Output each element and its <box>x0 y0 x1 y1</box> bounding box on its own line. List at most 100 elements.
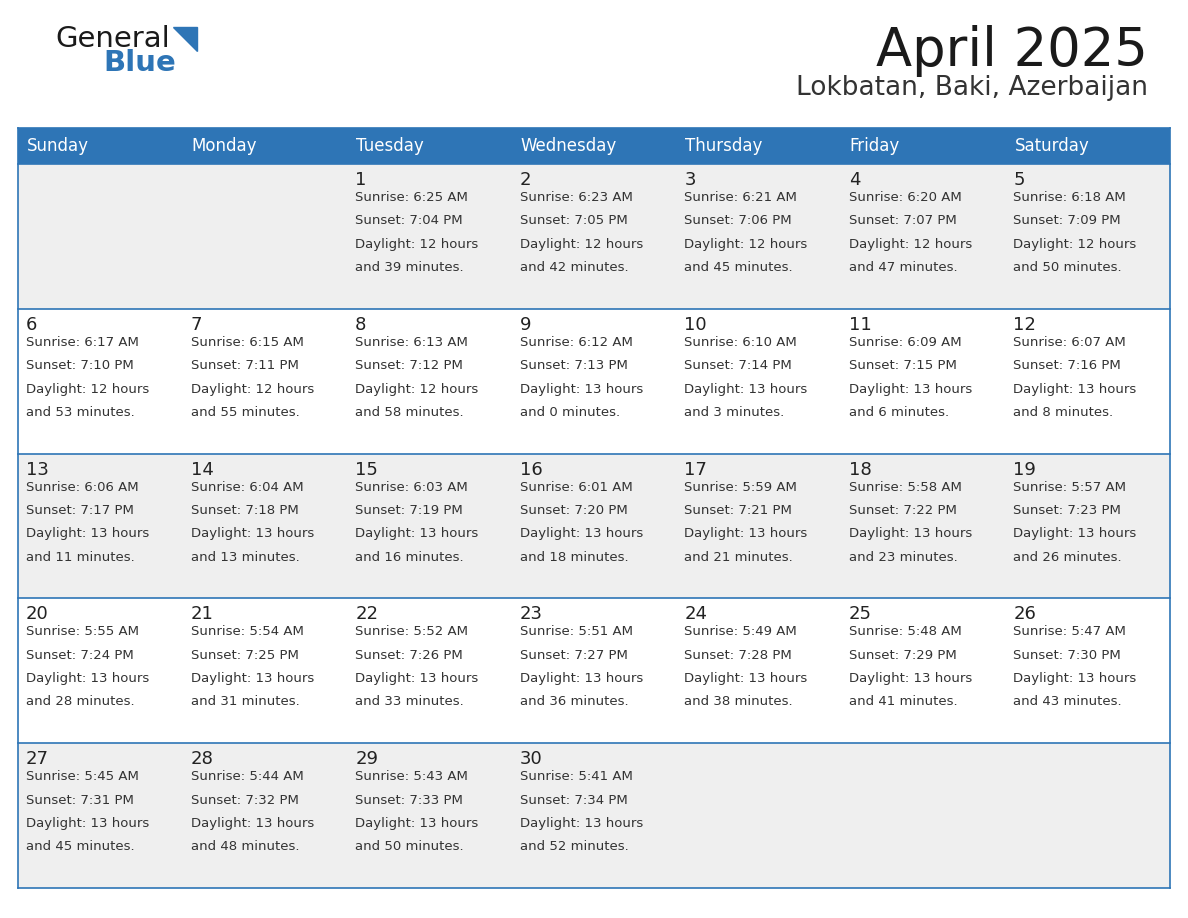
Text: Sunrise: 5:43 AM: Sunrise: 5:43 AM <box>355 770 468 783</box>
Text: Sunset: 7:29 PM: Sunset: 7:29 PM <box>849 649 956 662</box>
Text: Daylight: 13 hours: Daylight: 13 hours <box>684 672 808 685</box>
Text: Sunset: 7:30 PM: Sunset: 7:30 PM <box>1013 649 1121 662</box>
Text: 2: 2 <box>519 171 531 189</box>
Text: and 58 minutes.: and 58 minutes. <box>355 406 463 419</box>
Text: Sunset: 7:14 PM: Sunset: 7:14 PM <box>684 359 792 372</box>
Text: Daylight: 12 hours: Daylight: 12 hours <box>849 238 972 251</box>
Text: 12: 12 <box>1013 316 1036 334</box>
Text: 23: 23 <box>519 605 543 623</box>
Text: Saturday: Saturday <box>1015 137 1089 155</box>
Text: Daylight: 13 hours: Daylight: 13 hours <box>355 672 479 685</box>
Text: and 41 minutes.: and 41 minutes. <box>849 696 958 709</box>
Text: 14: 14 <box>190 461 214 478</box>
Text: and 45 minutes.: and 45 minutes. <box>26 840 134 853</box>
Text: and 23 minutes.: and 23 minutes. <box>849 551 958 564</box>
Text: Daylight: 13 hours: Daylight: 13 hours <box>26 817 150 830</box>
Text: 24: 24 <box>684 605 707 623</box>
Polygon shape <box>173 27 197 51</box>
Text: Daylight: 13 hours: Daylight: 13 hours <box>355 527 479 541</box>
Text: 22: 22 <box>355 605 378 623</box>
Text: Daylight: 12 hours: Daylight: 12 hours <box>355 383 479 396</box>
Text: 10: 10 <box>684 316 707 334</box>
Text: 11: 11 <box>849 316 872 334</box>
Text: and 6 minutes.: and 6 minutes. <box>849 406 949 419</box>
Bar <box>18 308 1170 453</box>
Text: Daylight: 13 hours: Daylight: 13 hours <box>26 527 150 541</box>
Text: Sunset: 7:28 PM: Sunset: 7:28 PM <box>684 649 792 662</box>
Text: Sunset: 7:16 PM: Sunset: 7:16 PM <box>1013 359 1121 372</box>
Text: 28: 28 <box>190 750 214 768</box>
Text: 8: 8 <box>355 316 367 334</box>
Text: Sunset: 7:27 PM: Sunset: 7:27 PM <box>519 649 627 662</box>
Text: Sunset: 7:32 PM: Sunset: 7:32 PM <box>190 793 298 807</box>
Text: 27: 27 <box>26 750 49 768</box>
Text: Monday: Monday <box>191 137 257 155</box>
Text: Daylight: 13 hours: Daylight: 13 hours <box>355 817 479 830</box>
Text: Sunset: 7:31 PM: Sunset: 7:31 PM <box>26 793 134 807</box>
Text: Daylight: 13 hours: Daylight: 13 hours <box>1013 527 1137 541</box>
Text: Sunrise: 6:13 AM: Sunrise: 6:13 AM <box>355 336 468 349</box>
Text: Daylight: 13 hours: Daylight: 13 hours <box>519 817 643 830</box>
Text: Sunrise: 6:06 AM: Sunrise: 6:06 AM <box>26 481 139 494</box>
Text: Sunset: 7:15 PM: Sunset: 7:15 PM <box>849 359 956 372</box>
Text: Sunset: 7:21 PM: Sunset: 7:21 PM <box>684 504 792 517</box>
Text: Daylight: 13 hours: Daylight: 13 hours <box>519 527 643 541</box>
Text: and 31 minutes.: and 31 minutes. <box>190 696 299 709</box>
Text: Daylight: 13 hours: Daylight: 13 hours <box>26 672 150 685</box>
Text: Sunrise: 5:48 AM: Sunrise: 5:48 AM <box>849 625 961 638</box>
Text: Sunset: 7:10 PM: Sunset: 7:10 PM <box>26 359 134 372</box>
Text: and 11 minutes.: and 11 minutes. <box>26 551 134 564</box>
Text: Daylight: 12 hours: Daylight: 12 hours <box>190 383 314 396</box>
Text: Sunrise: 5:55 AM: Sunrise: 5:55 AM <box>26 625 139 638</box>
Text: and 0 minutes.: and 0 minutes. <box>519 406 620 419</box>
Text: and 33 minutes.: and 33 minutes. <box>355 696 463 709</box>
Text: Sunset: 7:06 PM: Sunset: 7:06 PM <box>684 215 792 228</box>
Text: 19: 19 <box>1013 461 1036 478</box>
Text: Daylight: 12 hours: Daylight: 12 hours <box>519 238 643 251</box>
Text: Sunset: 7:22 PM: Sunset: 7:22 PM <box>849 504 956 517</box>
Text: and 8 minutes.: and 8 minutes. <box>1013 406 1113 419</box>
Text: 25: 25 <box>849 605 872 623</box>
Text: 3: 3 <box>684 171 696 189</box>
Text: Sunset: 7:04 PM: Sunset: 7:04 PM <box>355 215 463 228</box>
Text: Sunrise: 5:59 AM: Sunrise: 5:59 AM <box>684 481 797 494</box>
Text: Sunrise: 6:15 AM: Sunrise: 6:15 AM <box>190 336 303 349</box>
Text: Sunrise: 5:57 AM: Sunrise: 5:57 AM <box>1013 481 1126 494</box>
Text: and 38 minutes.: and 38 minutes. <box>684 696 792 709</box>
Text: 7: 7 <box>190 316 202 334</box>
Text: Daylight: 13 hours: Daylight: 13 hours <box>1013 383 1137 396</box>
Text: Daylight: 13 hours: Daylight: 13 hours <box>849 383 972 396</box>
Text: 4: 4 <box>849 171 860 189</box>
Text: Daylight: 13 hours: Daylight: 13 hours <box>190 527 314 541</box>
Text: Sunrise: 6:04 AM: Sunrise: 6:04 AM <box>190 481 303 494</box>
Text: Daylight: 13 hours: Daylight: 13 hours <box>684 383 808 396</box>
Text: Daylight: 12 hours: Daylight: 12 hours <box>26 383 150 396</box>
Text: Sunrise: 5:58 AM: Sunrise: 5:58 AM <box>849 481 962 494</box>
Text: and 13 minutes.: and 13 minutes. <box>190 551 299 564</box>
Text: Sunset: 7:33 PM: Sunset: 7:33 PM <box>355 793 463 807</box>
Text: Daylight: 13 hours: Daylight: 13 hours <box>849 672 972 685</box>
Text: and 26 minutes.: and 26 minutes. <box>1013 551 1121 564</box>
Text: Sunrise: 6:17 AM: Sunrise: 6:17 AM <box>26 336 139 349</box>
Text: 17: 17 <box>684 461 707 478</box>
Text: Sunset: 7:20 PM: Sunset: 7:20 PM <box>519 504 627 517</box>
Text: Daylight: 13 hours: Daylight: 13 hours <box>519 383 643 396</box>
Text: Sunset: 7:05 PM: Sunset: 7:05 PM <box>519 215 627 228</box>
Text: Sunset: 7:18 PM: Sunset: 7:18 PM <box>190 504 298 517</box>
Text: 26: 26 <box>1013 605 1036 623</box>
Text: and 16 minutes.: and 16 minutes. <box>355 551 463 564</box>
Text: and 39 minutes.: and 39 minutes. <box>355 261 463 274</box>
Text: Sunset: 7:09 PM: Sunset: 7:09 PM <box>1013 215 1121 228</box>
Text: and 55 minutes.: and 55 minutes. <box>190 406 299 419</box>
Text: Wednesday: Wednesday <box>520 137 617 155</box>
Text: General: General <box>55 25 170 53</box>
Bar <box>18 453 1170 599</box>
Text: and 21 minutes.: and 21 minutes. <box>684 551 794 564</box>
Text: Sunrise: 6:23 AM: Sunrise: 6:23 AM <box>519 191 632 204</box>
Text: Sunday: Sunday <box>27 137 89 155</box>
Text: Sunrise: 5:49 AM: Sunrise: 5:49 AM <box>684 625 797 638</box>
Text: and 50 minutes.: and 50 minutes. <box>355 840 463 853</box>
Text: Sunrise: 5:54 AM: Sunrise: 5:54 AM <box>190 625 303 638</box>
Text: and 43 minutes.: and 43 minutes. <box>1013 696 1121 709</box>
Text: and 36 minutes.: and 36 minutes. <box>519 696 628 709</box>
